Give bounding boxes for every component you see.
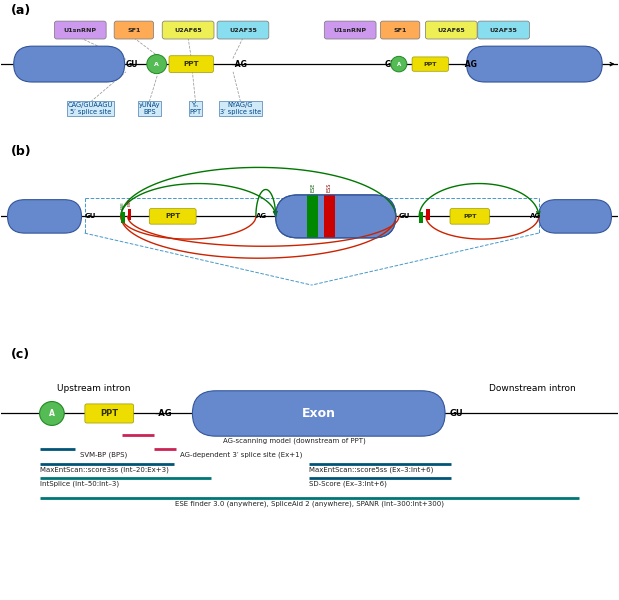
Text: CAG/GUAAGU
5′ splice site: CAG/GUAAGU 5′ splice site [68, 102, 113, 115]
Text: GU: GU [384, 59, 397, 68]
FancyBboxPatch shape [169, 56, 214, 73]
Text: ESE: ESE [310, 182, 315, 192]
Text: AG-scanning model (downstream of PPT): AG-scanning model (downstream of PPT) [223, 437, 366, 444]
Text: SD-Score (Ex–3:Int+6): SD-Score (Ex–3:Int+6) [310, 481, 387, 487]
FancyBboxPatch shape [425, 21, 477, 39]
Text: SVM-BP (BPS): SVM-BP (BPS) [80, 452, 127, 458]
Text: MaxEntScan::score3ss (Int–20:Ex+3): MaxEntScan::score3ss (Int–20:Ex+3) [40, 466, 169, 473]
Text: IntSplice (Int–50:Int–3): IntSplice (Int–50:Int–3) [40, 481, 119, 487]
FancyBboxPatch shape [7, 200, 82, 233]
FancyBboxPatch shape [380, 21, 420, 39]
FancyBboxPatch shape [539, 200, 612, 233]
Text: –AG: –AG [232, 59, 247, 68]
Text: ESS: ESS [327, 182, 332, 192]
Text: MaxEntScan::score5ss (Ex–3:Int+6): MaxEntScan::score5ss (Ex–3:Int+6) [310, 466, 434, 473]
Circle shape [40, 401, 64, 425]
Text: U1snRNP: U1snRNP [64, 28, 97, 32]
Text: A: A [397, 62, 401, 67]
Text: Exon: Exon [301, 407, 335, 420]
Text: AG: AG [256, 214, 267, 220]
Text: –AG: –AG [462, 59, 478, 68]
Text: U1snRNP: U1snRNP [334, 28, 366, 32]
FancyBboxPatch shape [412, 57, 448, 71]
FancyBboxPatch shape [149, 209, 196, 224]
Text: PPT: PPT [423, 62, 437, 67]
Text: A: A [154, 62, 159, 67]
Text: PPT: PPT [100, 409, 118, 418]
Text: –AG: –AG [154, 409, 172, 418]
FancyBboxPatch shape [217, 21, 269, 39]
Text: (a): (a) [11, 4, 31, 17]
Text: Downstream intron: Downstream intron [489, 383, 576, 392]
Text: ESE finder 3.0 (anywhere), SpliceAid 2 (anywhere), SPANR (Int–300:Int+300): ESE finder 3.0 (anywhere), SpliceAid 2 (… [175, 500, 444, 507]
Text: ESE: ESE [121, 202, 125, 209]
Text: PPT: PPT [183, 61, 199, 67]
FancyBboxPatch shape [275, 195, 396, 238]
Text: U2AF65: U2AF65 [438, 28, 465, 32]
Bar [419, 212, 423, 223]
Text: SF1: SF1 [127, 28, 141, 32]
Text: NYAG/G
3′ splice site: NYAG/G 3′ splice site [220, 102, 261, 115]
FancyBboxPatch shape [85, 404, 134, 423]
Bar [121, 212, 124, 223]
FancyBboxPatch shape [324, 21, 376, 39]
Text: SF1: SF1 [394, 28, 407, 32]
FancyBboxPatch shape [193, 391, 445, 436]
Bar [128, 209, 131, 220]
Text: GU: GU [399, 214, 410, 220]
Text: A: A [49, 409, 55, 418]
Text: (b): (b) [11, 145, 31, 158]
Text: U2AF65: U2AF65 [174, 28, 202, 32]
Text: (c): (c) [11, 348, 30, 361]
Text: Yₙ
PPT: Yₙ PPT [189, 102, 202, 115]
FancyBboxPatch shape [162, 21, 214, 39]
Bar [426, 209, 430, 220]
Bar [324, 195, 335, 238]
Bar [307, 195, 318, 238]
Text: PPT: PPT [165, 214, 180, 220]
Circle shape [391, 56, 407, 72]
Text: Upstream intron: Upstream intron [57, 383, 131, 392]
Text: ESS: ESS [128, 199, 132, 206]
FancyBboxPatch shape [450, 209, 490, 224]
Text: PPT: PPT [463, 214, 477, 219]
FancyBboxPatch shape [54, 21, 106, 39]
Text: yUNAy
BPS: yUNAy BPS [139, 102, 160, 115]
Text: GU: GU [126, 59, 139, 68]
Circle shape [147, 55, 167, 74]
Text: AG-dependent 3′ splice site (Ex+1): AG-dependent 3′ splice site (Ex+1) [180, 452, 303, 458]
FancyBboxPatch shape [478, 21, 529, 39]
FancyBboxPatch shape [14, 46, 124, 82]
FancyBboxPatch shape [114, 21, 154, 39]
Text: GU: GU [449, 409, 463, 418]
Text: AG: AG [529, 214, 540, 220]
Text: U2AF35: U2AF35 [229, 28, 257, 32]
Text: GU: GU [85, 214, 96, 220]
Text: U2AF35: U2AF35 [490, 28, 517, 32]
FancyBboxPatch shape [467, 46, 602, 82]
